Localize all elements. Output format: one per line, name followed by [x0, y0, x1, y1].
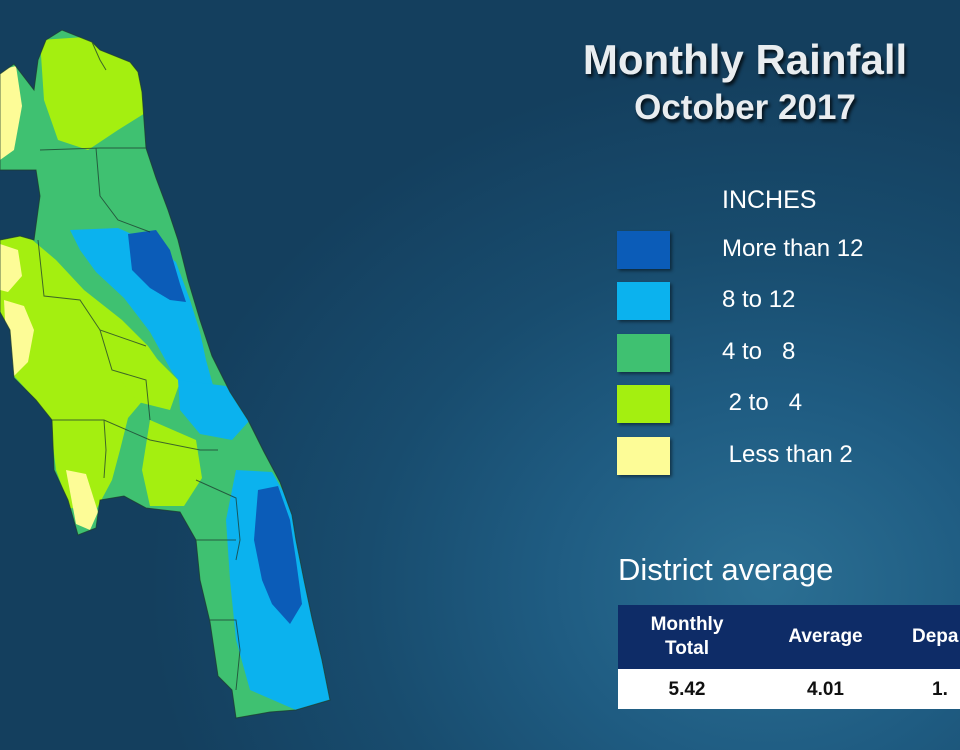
rainfall-map: [0, 29, 331, 719]
legend-item-more-than-12: More than 12: [617, 231, 937, 271]
page-title: Monthly Rainfall: [582, 36, 908, 83]
legend-swatch: [617, 231, 670, 269]
legend-label: 4 to 8: [722, 338, 796, 365]
stats-header-row: [618, 605, 960, 669]
legend-label: 2 to 4: [722, 389, 803, 416]
page-subtitle: October 2017: [634, 88, 856, 127]
legend-swatch: [617, 334, 670, 372]
legend-heading: INCHES: [722, 186, 817, 214]
rainfall-zones: [0, 30, 330, 718]
zone-less-than-2-w1: [0, 244, 22, 292]
column-monthly-total: Monthly Total: [650, 614, 724, 659]
value-average: 4.01: [807, 679, 844, 700]
value-monthly-total: 5.42: [668, 679, 706, 700]
zone-more-than-12-south: [254, 486, 302, 624]
legend-item-4-to-8: 4 to 8: [617, 334, 937, 374]
legend-swatch: [617, 437, 670, 475]
zone-less-than-2-sw: [66, 470, 98, 530]
county-boundaries: [0, 29, 331, 719]
zone-8-to-12-north: [70, 228, 216, 400]
legend-swatch: [617, 282, 670, 320]
legend-label: More than 12: [722, 235, 864, 262]
column-average: Average: [788, 626, 863, 647]
district-stats-table: Monthly Total Average Depa 5.42 4.01 1.: [618, 605, 960, 709]
legend-item-2-to-4: 2 to 4: [617, 385, 937, 425]
legend-item-8-to-12: 8 to 12: [617, 282, 937, 322]
stats-value-row: [618, 669, 960, 709]
zone-2-to-4-center: [106, 320, 180, 410]
column-departure: Depa: [912, 626, 959, 647]
zone-2-to-4-west: [0, 230, 172, 510]
zone-2-to-4-north: [40, 36, 150, 150]
legend-label: 8 to 12: [722, 286, 796, 313]
value-departure: 1.: [932, 679, 948, 700]
zone-less-than-2-nw: [0, 66, 22, 160]
legend-swatch: [617, 385, 670, 423]
district-average-heading: District average: [618, 552, 834, 587]
legend-item-less-than-2: Less than 2: [617, 437, 937, 477]
legend-label: Less than 2: [722, 441, 853, 468]
zone-more-than-12-north: [128, 230, 186, 302]
